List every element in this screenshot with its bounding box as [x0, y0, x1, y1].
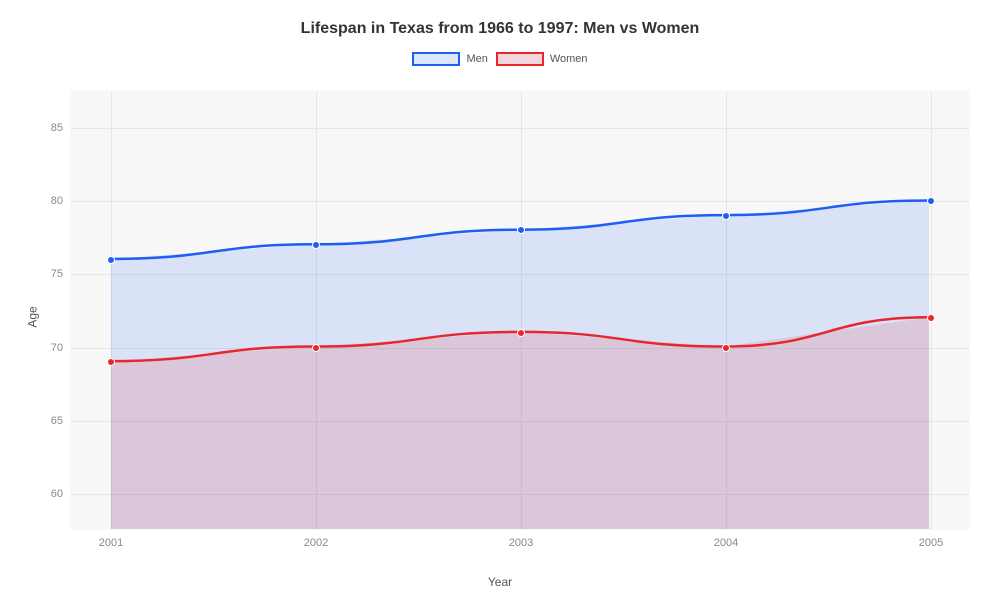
series-women: [71, 91, 969, 529]
y-tick-label: 80: [51, 195, 63, 207]
area-fill: [111, 317, 929, 529]
chart-title: Lifespan in Texas from 1966 to 1997: Men…: [0, 20, 1000, 38]
y-tick-label: 65: [51, 415, 63, 427]
y-tick-label: 70: [51, 342, 63, 354]
x-axis-title: Year: [0, 575, 1000, 589]
plot-area: 60657075808520012002200320042005: [70, 90, 970, 530]
x-tick-label: 2001: [99, 537, 123, 549]
x-tick-label: 2003: [509, 537, 533, 549]
legend-swatch-women: [496, 52, 544, 66]
chart-container: Lifespan in Texas from 1966 to 1997: Men…: [0, 0, 1000, 600]
x-tick-label: 2002: [304, 537, 328, 549]
x-tick-label: 2004: [714, 537, 738, 549]
legend-swatch-men: [412, 52, 460, 66]
legend: Men Women: [0, 52, 1000, 66]
y-axis-title: Age: [26, 306, 40, 327]
data-point: [312, 344, 320, 352]
legend-label-women: Women: [550, 53, 588, 65]
y-tick-label: 60: [51, 488, 63, 500]
data-point: [722, 344, 730, 352]
data-point: [107, 358, 115, 366]
legend-item-men: Men: [412, 52, 487, 66]
legend-item-women: Women: [496, 52, 588, 66]
y-tick-label: 75: [51, 268, 63, 280]
data-point: [927, 314, 935, 322]
x-tick-label: 2005: [919, 537, 943, 549]
data-point: [517, 329, 525, 337]
y-tick-label: 85: [51, 122, 63, 134]
legend-label-men: Men: [466, 53, 487, 65]
